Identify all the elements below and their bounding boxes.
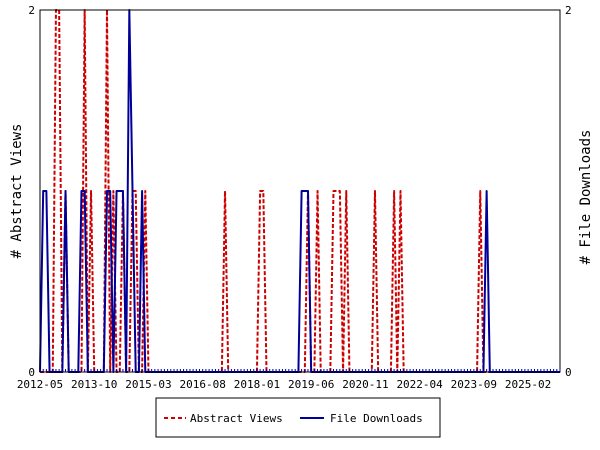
x-tick-labels: 2012-05 2013-10 2015-03 2016-08 2018-01 2019-…: [17, 378, 551, 391]
y-labels: 2 0 2 0: [28, 4, 571, 379]
y-right-tick-bottom: 0: [565, 366, 572, 379]
legend-label-file-downloads: File Downloads: [330, 412, 423, 425]
legend-box: [155, 397, 441, 438]
x-tick-label: 2022-04: [396, 378, 443, 391]
x-tick-label: 2016-08: [180, 378, 226, 391]
x-tick-label: 2025-02: [505, 378, 551, 391]
y-left-tick-top: 2: [28, 4, 35, 17]
x-tick-label: 2012-05: [17, 378, 63, 391]
y-right-axis-title: # File Downloads: [578, 130, 594, 265]
y-left-axis-title: # Abstract Views: [9, 124, 25, 259]
legend: Abstract Views File Downloads: [155, 397, 441, 438]
plot-frame: [39, 9, 561, 373]
x-tick-label: 2019-06: [288, 378, 334, 391]
x-tick-label: 2015-03: [125, 378, 171, 391]
x-tick-label: 2020-11: [342, 378, 388, 391]
x-tick-label: 2023-09: [451, 378, 497, 391]
y-right-tick-top: 2: [565, 4, 572, 17]
x-tick-label: 2018-01: [234, 378, 280, 391]
legend-label-abstract-views: Abstract Views: [190, 412, 283, 425]
y-left-tick-bottom: 0: [28, 366, 35, 379]
x-ticks: [39, 369, 561, 372]
series-layer: [39, 9, 560, 373]
x-tick-label: 2013-10: [71, 378, 117, 391]
